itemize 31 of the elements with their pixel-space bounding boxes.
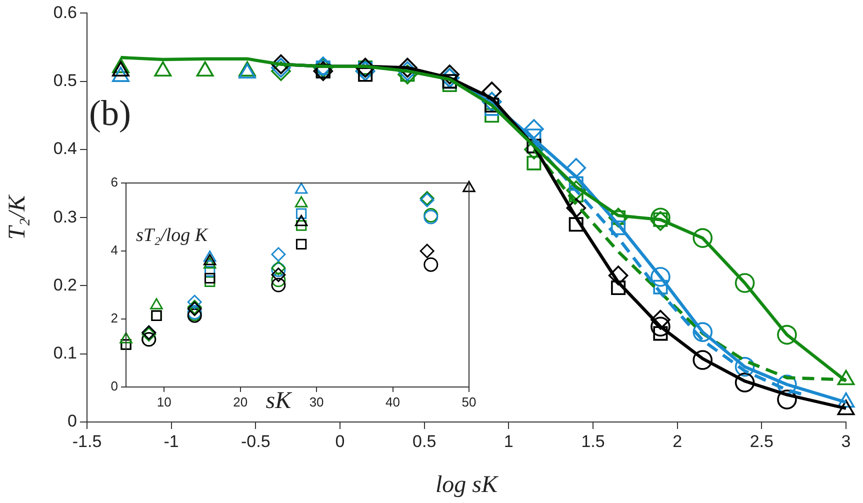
- y-tick-label: 6: [110, 174, 118, 190]
- x-tick-label: 0: [335, 432, 345, 451]
- x-tick-label: 3: [841, 432, 851, 451]
- x-tick-label: 20: [233, 394, 248, 410]
- x-tick-label: -1: [164, 432, 179, 451]
- x-tick-label: 50: [462, 394, 476, 410]
- y-tick-label: 0.6: [53, 2, 77, 22]
- y-tick-label: 2: [110, 310, 118, 326]
- x-tick-label: 1: [504, 432, 514, 451]
- y-tick-label: 0.2: [53, 275, 77, 294]
- x-tick-label: 30: [309, 394, 324, 410]
- y-tick-label: 0: [68, 412, 77, 431]
- x-tick-label: 1.5: [581, 432, 605, 451]
- x-tick-label: 2.5: [750, 432, 774, 451]
- x-tick-label: 40: [386, 394, 400, 410]
- x-tick-label: 2: [672, 432, 682, 451]
- y-tick-label: 0.1: [53, 344, 77, 363]
- x-axis-title: log sK: [435, 472, 500, 498]
- y-axis-title: sT₂/log K: [136, 225, 209, 246]
- y-axis-title: T₂/K: [4, 193, 31, 240]
- y-tick-label: 0: [110, 378, 118, 394]
- y-tick-label: 4: [110, 242, 118, 258]
- y-tick-label: 0.4: [53, 139, 77, 158]
- x-tick-label: -1.5: [72, 432, 102, 451]
- x-tick-label: 0.5: [412, 432, 436, 451]
- x-axis-title: sK: [266, 388, 294, 414]
- x-tick-label: 10: [156, 394, 172, 410]
- x-tick-label: -0.5: [241, 432, 270, 451]
- annotation: (b): [89, 93, 131, 134]
- y-tick-label: 0.3: [53, 207, 77, 226]
- y-tick-label: 0.5: [53, 71, 77, 90]
